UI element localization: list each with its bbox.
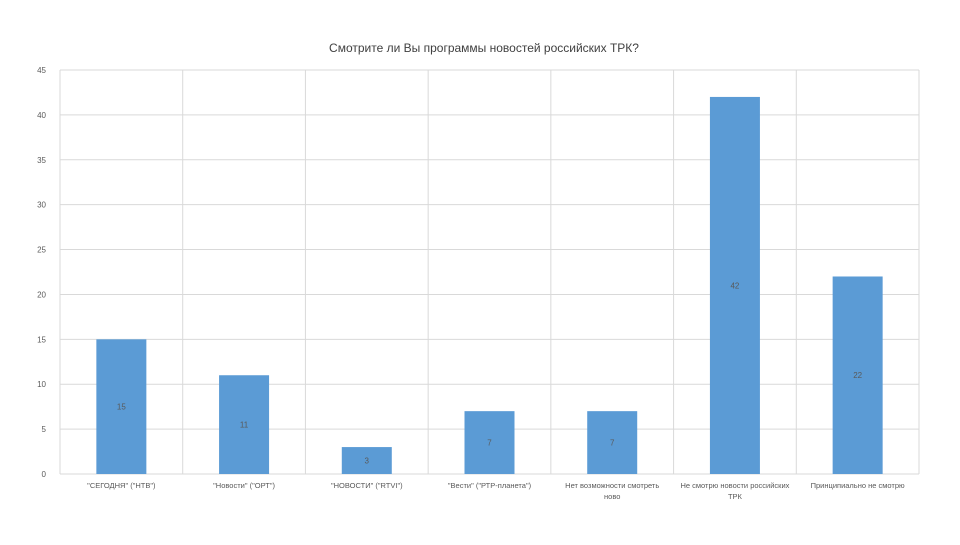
data-label: 3 [365,457,370,466]
y-tick-label: 25 [37,246,46,255]
data-label: 15 [117,403,126,412]
data-label: 7 [610,439,615,448]
data-label: 7 [487,439,492,448]
x-tick-label: Принципиально не смотрю [811,481,905,490]
x-tick-label: Не смотрю новости российских [680,481,789,490]
y-tick-label: 10 [37,380,46,389]
x-axis-tick-labels: "СЕГОДНЯ" ("НТВ") "Новости" ("ОРТ") "НОВОС… [87,481,905,501]
bar [96,339,147,474]
y-tick-label: 0 [42,470,47,479]
bar [832,276,883,474]
data-label: 22 [853,371,862,380]
data-labels: 15 11 3 7 7 42 22 [117,281,863,465]
y-tick-label: 40 [37,111,46,120]
x-tick-label: "Новости" ("ОРТ") [213,481,275,490]
y-tick-label: 35 [37,156,46,165]
y-tick-label: 45 [37,66,46,75]
x-tick-label: "НОВОСТИ" ("RTVI") [331,481,403,490]
bars [96,96,883,474]
data-label: 42 [730,281,739,290]
grid-layer [59,69,920,475]
x-tick-label: Нет возможности смотреть [565,481,659,490]
y-tick-label: 15 [37,335,46,344]
x-tick-label: ТРК [728,492,743,501]
y-tick-label: 20 [37,290,46,299]
y-axis-tick-labels: 0 5 10 15 20 25 30 35 40 45 [37,66,46,479]
bar [464,411,515,474]
bar [587,411,638,474]
x-tick-label: ново [604,492,620,501]
bar [219,375,270,474]
y-tick-label: 5 [42,425,47,434]
bar [341,447,392,474]
chart-title: Смотрите ли Вы программы новостей россий… [329,41,639,55]
data-label: 11 [240,421,249,430]
x-tick-label: "Вести" ("РТР-планета") [448,481,532,490]
x-tick-label: "СЕГОДНЯ" ("НТВ") [87,481,156,490]
bar [709,96,760,474]
y-tick-label: 30 [37,201,46,210]
